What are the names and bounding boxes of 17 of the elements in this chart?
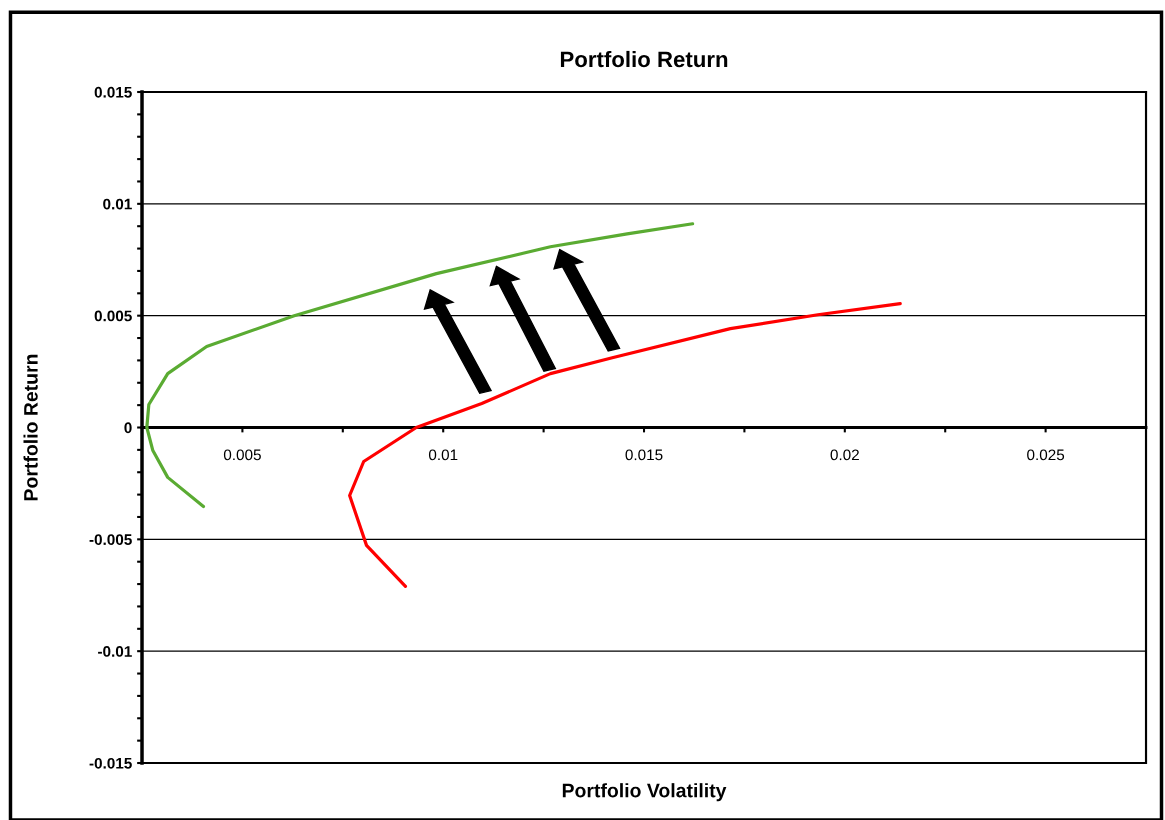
y-tick-label: -0.005 (89, 534, 132, 546)
y-tick-label: 0 (124, 422, 132, 434)
y-tick-label: 0.005 (94, 310, 132, 322)
x-tick-label: 0.015 (625, 449, 663, 461)
line-series (145, 222, 695, 509)
y-tick-label: -0.015 (89, 757, 132, 769)
y-axis-title: Portfolio Return (23, 354, 38, 501)
y-tick-label: 0.015 (94, 86, 132, 98)
y-tick-label: -0.01 (98, 646, 132, 657)
x-axis-title: Portfolio Volatility (562, 783, 727, 802)
x-tick-label: 0.01 (428, 449, 458, 461)
y-tick-label: 0.01 (103, 198, 132, 210)
x-tick-label: 0.025 (1027, 449, 1065, 461)
line-series (348, 301, 902, 588)
x-tick-label: 0.005 (223, 449, 261, 461)
chart-title: Portfolio Return (560, 50, 728, 68)
x-tick-label: 0.02 (830, 449, 859, 461)
